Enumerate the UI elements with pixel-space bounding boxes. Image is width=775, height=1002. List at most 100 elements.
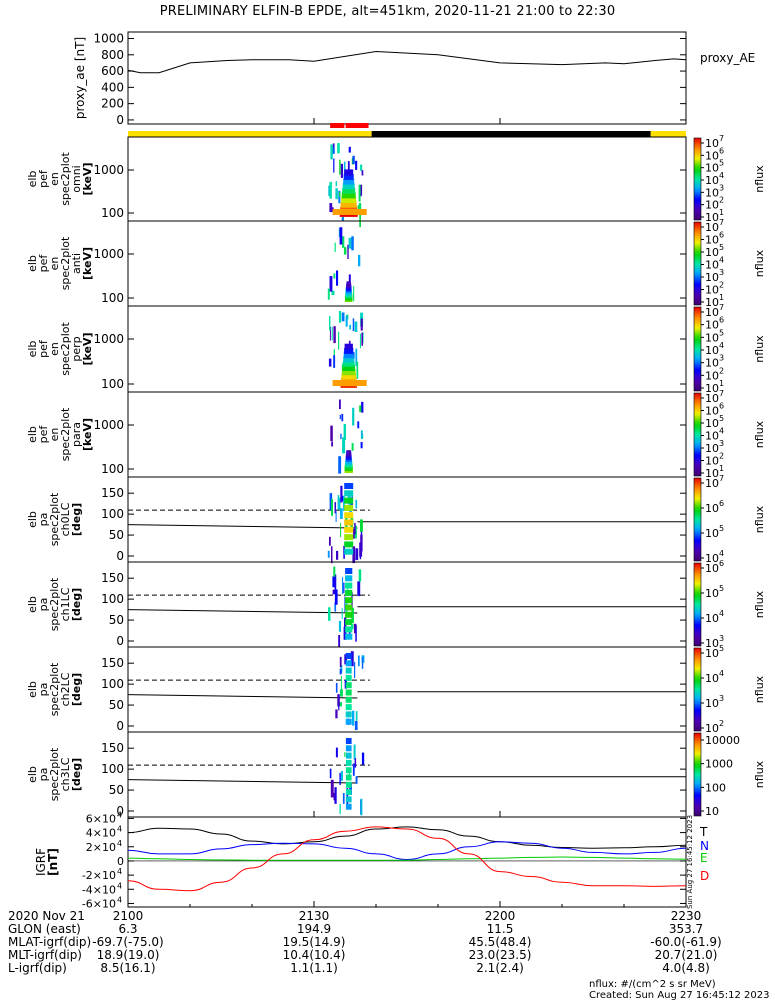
science-zone-mark-2 xyxy=(345,123,369,128)
panel-ylabel-part: elb xyxy=(26,596,39,613)
spectrogram-cell xyxy=(329,315,331,331)
spectrogram-cell xyxy=(331,290,335,296)
spectrogram-core-cell xyxy=(345,575,353,582)
colorbar-para xyxy=(693,392,702,477)
pa-ytick-label: 100 xyxy=(101,677,124,691)
spectrogram-cell xyxy=(349,782,352,795)
spectrogram-cell xyxy=(334,787,337,804)
spectrogram-cell xyxy=(339,656,342,668)
igrf-ytick-label: 0 xyxy=(117,855,124,868)
colorbar-tick-exponent: 5 xyxy=(719,328,724,337)
spectrogram-cell xyxy=(355,625,357,642)
spectrogram-cell xyxy=(344,654,347,665)
colorbar-tick-exponent: 6 xyxy=(719,559,724,568)
spectrogram-cell xyxy=(341,312,345,322)
spectrogram-core-cell xyxy=(341,373,356,380)
igrf-legend-T: T xyxy=(699,825,708,839)
spectrogram-core-cell xyxy=(345,752,352,759)
spectrogram-core-cell xyxy=(343,178,355,185)
spectrogram-cell xyxy=(329,276,333,292)
footer-row-value: 6.3 xyxy=(118,922,138,936)
spectrogram-core-cell xyxy=(345,796,352,803)
spectrogram-frame-ch1LC xyxy=(127,561,687,648)
colorbar-tick-exponent: 3 xyxy=(719,694,724,703)
nflux-units-note: nflux: #/(cm^2 s sr MeV) xyxy=(589,979,716,990)
pa-ytick-label: 0 xyxy=(116,634,124,648)
spectrogram-core-cell xyxy=(345,689,352,696)
proxy-ae-ytick-label: 200 xyxy=(101,97,124,111)
colorbar-label: nflux xyxy=(753,420,766,448)
igrf-ytick-exponent: 4 xyxy=(117,867,122,876)
spectrogram-cell xyxy=(329,536,331,546)
spectrogram-cell xyxy=(334,502,336,514)
spectrogram-core-cell xyxy=(342,183,355,190)
colorbar-label: nflux xyxy=(753,590,766,618)
spectrogram-ytick-label: 1000 xyxy=(93,332,124,346)
spectrogram-cell xyxy=(340,485,343,503)
spectrogram-cell xyxy=(354,661,356,679)
footer-row-label: L-igrf(dip) xyxy=(8,961,67,975)
spectrogram-cell xyxy=(352,763,355,776)
spectrogram-cell xyxy=(347,161,350,178)
footer-row-value: 2230 xyxy=(670,909,702,923)
panel-ylabel-part: en xyxy=(48,172,61,186)
igrf-series-D xyxy=(127,826,687,892)
igrf-series-T xyxy=(127,826,687,849)
pa-ytick-label: 100 xyxy=(101,507,124,521)
spectrogram-cell xyxy=(345,316,348,327)
colorbar-tick-exponent: 3 xyxy=(719,439,724,448)
spectrogram-cell xyxy=(353,528,355,539)
colorbar-tick-exponent: 5 xyxy=(719,243,724,252)
igrf-ylabel-part: [nT] xyxy=(46,848,60,876)
spectrogram-cell xyxy=(330,144,333,160)
colorbar-tick-label: 10 xyxy=(705,234,719,247)
spectrogram-cell xyxy=(351,236,354,251)
spectrogram-cell xyxy=(329,326,331,341)
pa-ytick-label: 0 xyxy=(116,804,124,818)
footer-row-value: 194.9 xyxy=(296,922,332,936)
spectrogram-cell xyxy=(341,607,343,619)
footer-row-value: 20.7(21.0) xyxy=(654,948,718,962)
proxy-ae-line xyxy=(127,50,687,74)
panel-ylabel-part: spec2plot xyxy=(59,407,72,461)
panel-ylabel-part: spec2plot xyxy=(59,152,72,206)
spectrogram-core-cell xyxy=(343,352,354,359)
colorbar-tick-label: 10 xyxy=(705,562,719,575)
spectrogram-cell xyxy=(340,508,343,519)
colorbar-tick-exponent: 6 xyxy=(719,231,724,240)
proxy-ae-ytick-label: 600 xyxy=(101,64,124,78)
spectrogram-cell xyxy=(328,185,331,196)
proxy-ae-ytick-label: 400 xyxy=(101,80,124,94)
colorbar-tick-label: 10 xyxy=(705,319,719,332)
colorbar-tick-exponent: 4 xyxy=(719,341,724,350)
spectrogram-cell xyxy=(354,623,357,634)
panel-ylabel-part: para xyxy=(70,422,83,447)
panel-ylabel-part: [deg] xyxy=(70,503,83,536)
spectrogram-cell xyxy=(359,405,362,413)
colorbar-tick-exponent: 7 xyxy=(719,474,724,483)
spectrogram-core-cell xyxy=(341,369,356,376)
spectrogram-cell xyxy=(338,331,340,350)
colorbar-tick-label: 10 xyxy=(705,637,719,650)
panel-ylabel-part: spec2plot xyxy=(59,236,72,290)
spectrogram-core-cell xyxy=(342,365,356,371)
spectrogram-cell xyxy=(360,184,363,196)
spectrogram-cell xyxy=(343,247,347,255)
colorbar-tick-exponent: 4 xyxy=(719,427,724,436)
colorbar-tick-label: 10 xyxy=(705,502,719,515)
spectrogram-cell xyxy=(343,545,345,559)
pa-ytick-label: 0 xyxy=(116,719,124,733)
colorbar-tick-label: 10 xyxy=(705,331,719,344)
panel-ylabel-part: elb xyxy=(26,341,39,358)
spectrogram-core-cell xyxy=(345,704,352,711)
spectrogram-cell xyxy=(334,574,337,591)
colorbar-tick-exponent: 5 xyxy=(719,159,724,168)
footer-row-label: MLAT-igrf(dip) xyxy=(8,935,92,949)
created-timestamp: Created: Sun Aug 27 16:45:12 2023 xyxy=(589,990,770,1001)
side-created-stamp: Sun Aug 27 16:45:12 2023 xyxy=(686,815,694,909)
colorbar-tick-label: 10 xyxy=(705,149,719,162)
footer-row-value: -69.7(-75.0) xyxy=(92,935,164,949)
spectrogram-cell xyxy=(331,441,333,447)
panel-ylabel-part: [keV] xyxy=(81,332,94,365)
